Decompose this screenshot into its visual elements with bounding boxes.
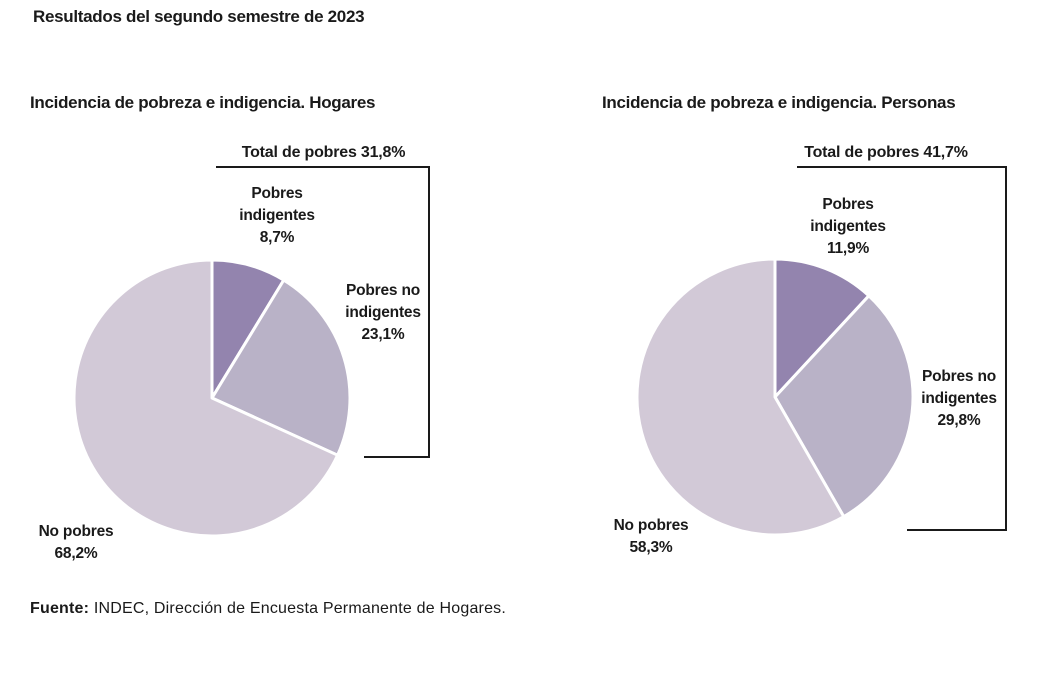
total-pobres-bracket-hogares	[216, 166, 430, 458]
slice-value: 8,7%	[259, 229, 295, 246]
slice-name: No pobres	[38, 523, 114, 540]
slice-label-no-pobres-hogares: No pobres 68,2%	[16, 521, 136, 565]
slice-name: No pobres	[613, 517, 689, 534]
pie-slice-pobres-no-indigentes	[210, 278, 352, 457]
slice-name: Pobres indigentes	[810, 196, 886, 235]
pie-slice-no-pobres	[72, 258, 340, 538]
total-pobres-label-hogares: Total de pobres 31,8%	[241, 144, 406, 161]
slice-value: 68,2%	[54, 545, 98, 562]
pie-slice-pobres-no-indigentes	[773, 294, 915, 519]
pie-slice-no-pobres	[635, 257, 846, 537]
slice-label-pobres-indigentes-personas: Pobres indigentes 11,9%	[788, 194, 908, 260]
chart-title-personas: Incidencia de pobreza e indigencia. Pers…	[602, 93, 956, 112]
pie-slice-pobres-indigentes	[773, 257, 871, 399]
slice-name: Pobres no indigentes	[921, 368, 997, 407]
slice-name: Pobres no indigentes	[345, 282, 421, 321]
bracket-bottom-stub	[907, 529, 1005, 531]
page-title: Resultados del segundo semestre de 2023	[33, 7, 365, 26]
source-note: Fuente: INDEC, Dirección de Encuesta Per…	[30, 600, 506, 618]
slice-value: 29,8%	[937, 412, 981, 429]
slice-value: 23,1%	[361, 326, 405, 343]
slice-label-no-pobres-personas: No pobres 58,3%	[591, 515, 711, 559]
slice-value: 11,9%	[826, 240, 870, 257]
slice-value: 58,3%	[629, 539, 673, 556]
bracket-bottom-stub	[364, 456, 428, 458]
pie-chart-personas	[635, 257, 915, 537]
source-note-label: Fuente:	[30, 600, 90, 617]
slice-name: Pobres indigentes	[239, 185, 315, 224]
pie-chart-hogares	[72, 258, 352, 538]
slice-label-pobres-no-indigentes-personas: Pobres no indigentes 29,8%	[904, 366, 1014, 432]
slice-label-pobres-indigentes-hogares: Pobres indigentes 8,7%	[217, 183, 337, 249]
source-note-text: INDEC, Dirección de Encuesta Permanente …	[89, 600, 507, 617]
total-pobres-label-personas: Total de pobres 41,7%	[804, 144, 968, 161]
total-pobres-bracket-personas	[797, 166, 1007, 531]
chart-title-hogares: Incidencia de pobreza e indigencia. Hoga…	[30, 93, 376, 112]
slice-label-pobres-no-indigentes-hogares: Pobres no indigentes 23,1%	[328, 280, 438, 346]
